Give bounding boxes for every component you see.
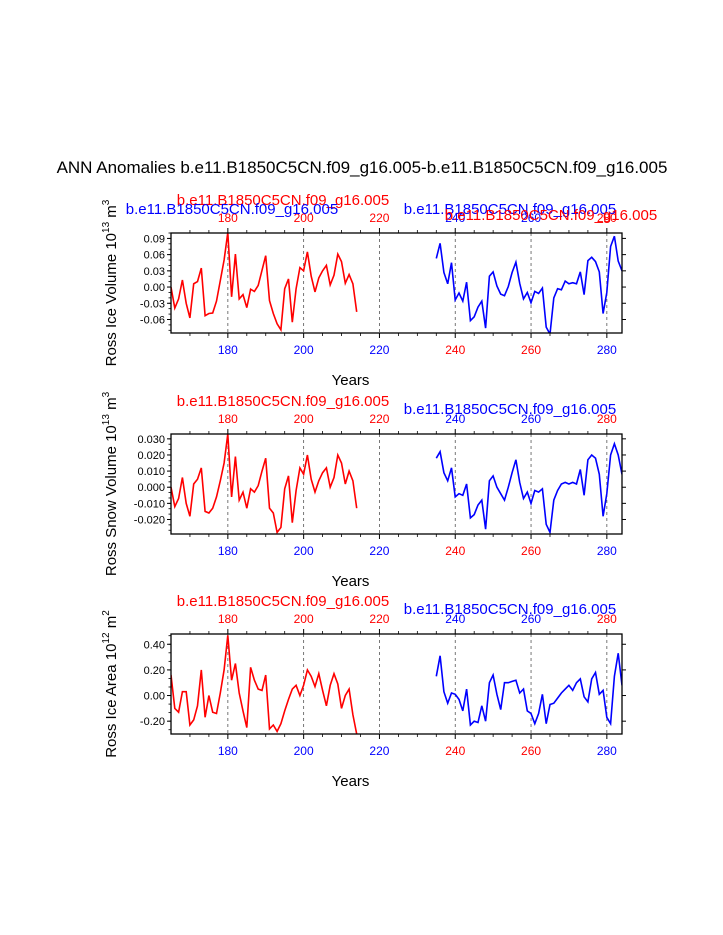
x-tick-label-top: 220 bbox=[369, 612, 389, 626]
x-tick-label-top: 200 bbox=[294, 412, 314, 426]
x-tick-label-top: 240 bbox=[445, 612, 465, 626]
x-axis-label: Years bbox=[332, 372, 370, 389]
x-tick-label-top: 180 bbox=[218, 412, 238, 426]
x-tick-label: 240 bbox=[445, 343, 465, 357]
run-label-red-2: b.e11.B1850C5CN.f09_g16.005 bbox=[445, 207, 657, 224]
y-tick-label: 0.00 bbox=[144, 691, 165, 703]
y-tick-label: -0.06 bbox=[140, 314, 165, 326]
plot-frame bbox=[170, 232, 623, 334]
figure-title: ANN Anomalies b.e11.B1850C5CN.f09_g16.00… bbox=[57, 158, 668, 177]
y-tick-label: 0.03 bbox=[144, 266, 165, 278]
series-line-red bbox=[171, 635, 358, 734]
run-label-red: b.e11.B1850C5CN.f09_g16.005 bbox=[177, 192, 389, 209]
x-tick-label: 260 bbox=[521, 343, 541, 357]
x-tick-label: 240 bbox=[445, 544, 465, 558]
y-tick-label: 0.000 bbox=[137, 482, 165, 494]
y-tick-label: 0.20 bbox=[144, 665, 165, 677]
x-tick-label-top: 260 bbox=[521, 412, 541, 426]
x-tick-label-top: 260 bbox=[521, 612, 541, 626]
plot-frame bbox=[170, 433, 623, 535]
y-tick-label: 0.06 bbox=[144, 250, 165, 262]
x-tick-label: 180 bbox=[218, 744, 238, 758]
x-tick-label: 240 bbox=[445, 744, 465, 758]
x-tick-label: 180 bbox=[218, 343, 238, 357]
x-tick-label-top: 220 bbox=[369, 412, 389, 426]
y-tick-label: -0.010 bbox=[134, 498, 165, 510]
x-tick-label: 220 bbox=[369, 343, 389, 357]
panel-1: 0.09 0.06 0.03 0.00 -0.03 -0.06 180 180 200 200 22… bbox=[101, 192, 657, 389]
y-tick-label: 0.020 bbox=[137, 450, 165, 462]
y-axis-label: Ross Snow Volume 1013 m3 bbox=[101, 391, 120, 576]
x-tick-label-top: 280 bbox=[597, 211, 617, 225]
series-line-blue bbox=[435, 653, 622, 727]
x-tick-label: 220 bbox=[369, 544, 389, 558]
run-label-red: b.e11.B1850C5CN.f09_g16.005 bbox=[177, 593, 389, 610]
run-label-red: b.e11.B1850C5CN.f09_g16.005 bbox=[177, 393, 389, 410]
x-tick-label-top: 200 bbox=[294, 612, 314, 626]
y-tick-label: -0.020 bbox=[134, 514, 165, 526]
x-tick-label: 260 bbox=[521, 744, 541, 758]
x-tick-label-top: 180 bbox=[218, 612, 238, 626]
x-tick-label-top: 240 bbox=[445, 211, 465, 225]
x-tick-label-top: 220 bbox=[369, 211, 389, 225]
run-label-blue: b.e11.B1850C5CN.f09_g16.005 bbox=[404, 401, 616, 418]
y-tick-label: 0.40 bbox=[144, 639, 165, 651]
series-line-red bbox=[171, 434, 358, 534]
x-tick-label-top: 180 bbox=[218, 211, 238, 225]
y-tick-label: -0.20 bbox=[140, 716, 165, 728]
x-axis-label: Years bbox=[332, 773, 370, 790]
run-label-blue-2: b.e11.B1850C5CN.f09_g16.005 bbox=[126, 201, 338, 218]
panel-3: 0.40 0.20 0.00 -0.20 180 180 200 200 220 220 240 24… bbox=[101, 593, 626, 790]
series-line-blue bbox=[435, 441, 622, 534]
x-axis-label: Years bbox=[332, 573, 370, 590]
plot-frame bbox=[170, 633, 623, 735]
x-tick-label-top: 280 bbox=[597, 412, 617, 426]
x-tick-label: 200 bbox=[294, 343, 314, 357]
y-tick-label: 0.010 bbox=[137, 466, 165, 478]
x-tick-label: 220 bbox=[369, 744, 389, 758]
x-tick-label-top: 200 bbox=[294, 211, 314, 225]
y-tick-label: 0.09 bbox=[144, 233, 165, 245]
y-tick-label: 0.00 bbox=[144, 282, 165, 294]
run-label-blue: b.e11.B1850C5CN.f09_g16.005 bbox=[404, 201, 616, 218]
x-tick-label: 280 bbox=[597, 343, 617, 357]
x-tick-label: 200 bbox=[294, 744, 314, 758]
x-tick-label-top: 240 bbox=[445, 412, 465, 426]
x-tick-label: 200 bbox=[294, 544, 314, 558]
x-tick-label: 280 bbox=[597, 744, 617, 758]
series-line-blue bbox=[435, 235, 622, 333]
x-tick-label: 260 bbox=[521, 544, 541, 558]
x-tick-label: 180 bbox=[218, 544, 238, 558]
panel-2: 0.030 0.020 0.010 0.000 -0.010 -0.020 180 180 20… bbox=[101, 391, 626, 590]
series-line-red bbox=[171, 233, 358, 333]
x-tick-label-top: 280 bbox=[597, 612, 617, 626]
x-tick-label: 280 bbox=[597, 544, 617, 558]
y-tick-label: -0.03 bbox=[140, 298, 165, 310]
y-tick-label: 0.030 bbox=[137, 434, 165, 446]
y-axis-label: Ross Ice Area 1012 m2 bbox=[101, 610, 120, 758]
run-label-blue: b.e11.B1850C5CN.f09_g16.005 bbox=[404, 601, 616, 618]
x-tick-label-top: 260 bbox=[521, 211, 541, 225]
y-axis-label: Ross Ice Volume 1013 m3 bbox=[101, 199, 120, 366]
